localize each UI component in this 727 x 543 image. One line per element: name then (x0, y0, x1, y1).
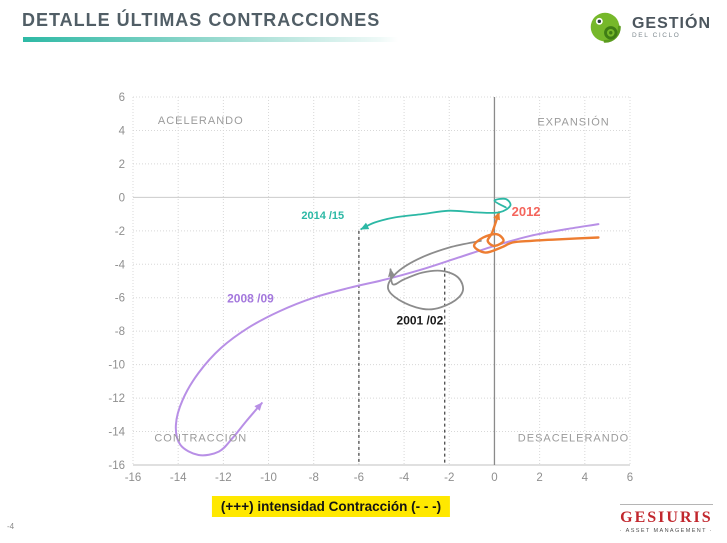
y-tick-label: -4 (115, 259, 126, 271)
x-tick-label: -4 (399, 472, 410, 484)
quadrant-label: CONTRACCIÓN (154, 432, 247, 445)
x-tick-label: -16 (125, 472, 142, 484)
page-number: -4 (7, 522, 15, 531)
title-underline (23, 37, 398, 42)
y-tick-label: -14 (108, 427, 125, 439)
quadrant-label: ACELERANDO (158, 115, 244, 127)
series-label-2008-09: 2008 /09 (227, 292, 274, 306)
series-label-2014-15: 2014 /15 (301, 210, 344, 222)
x-tick-label: -2 (444, 472, 454, 484)
y-tick-label: -12 (108, 393, 125, 405)
y-tick-label: -8 (115, 326, 125, 338)
x-tick-label: 6 (627, 472, 633, 484)
y-tick-label: 0 (119, 192, 125, 204)
x-tick-label: -8 (309, 472, 319, 484)
series-2001-02 (387, 240, 482, 311)
footer-highlight: (+++) intensidad Contracción (- - -) (211, 496, 451, 517)
gesiuris-logo: GESIURIS · ASSET MANAGEMENT · (619, 504, 713, 534)
logo-subtitle: DEL CICLO (631, 32, 681, 40)
y-tick-label: -16 (108, 460, 125, 472)
y-tick-label: -10 (108, 360, 125, 372)
x-tick-label: 4 (582, 472, 589, 484)
logo-text-block: GESTIÓN DEL CICLO (631, 14, 711, 41)
y-tick-label: 4 (119, 125, 126, 137)
x-tick-label: -12 (215, 472, 232, 484)
page-title: DETALLE ÚLTIMAS CONTRACCIONES (22, 10, 381, 30)
x-tick-label: -14 (170, 472, 187, 484)
logo-name: GESTIÓN (631, 14, 711, 32)
chameleon-icon (590, 12, 621, 43)
quadrant-label: EXPANSIÓN (537, 115, 609, 128)
series-2008-09 (174, 223, 600, 457)
series-label-2001-02: 2001 /02 (397, 313, 444, 327)
quadrant-label: DESACELERANDO (518, 433, 629, 445)
gestion-del-ciclo-logo: GESTIÓN DEL CICLO (585, 7, 711, 49)
series-2014-15 (360, 197, 512, 230)
x-tick-label: -6 (354, 472, 364, 484)
chart-svg: 2008 /09 2001 /02 2012 2014 /15 ACELERANDO EX… (108, 92, 633, 484)
y-tick-label: -2 (115, 226, 125, 238)
gesiuris-name: GESIURIS (620, 509, 713, 526)
series-label-2012: 2012 (512, 204, 541, 219)
cycle-trajectories-chart: 2008 /09 2001 /02 2012 2014 /15 ACELERANDO EX… (85, 88, 645, 490)
x-tick-label: -10 (260, 472, 277, 484)
gesiuris-subtitle: · ASSET MANAGEMENT · (619, 528, 713, 534)
y-tick-label: -6 (115, 293, 125, 305)
y-tick-label: 2 (119, 159, 125, 171)
x-tick-label: 2 (536, 472, 542, 484)
x-tick-label: 0 (491, 472, 497, 484)
y-tick-label: 6 (119, 92, 125, 104)
series-2012 (472, 211, 600, 254)
